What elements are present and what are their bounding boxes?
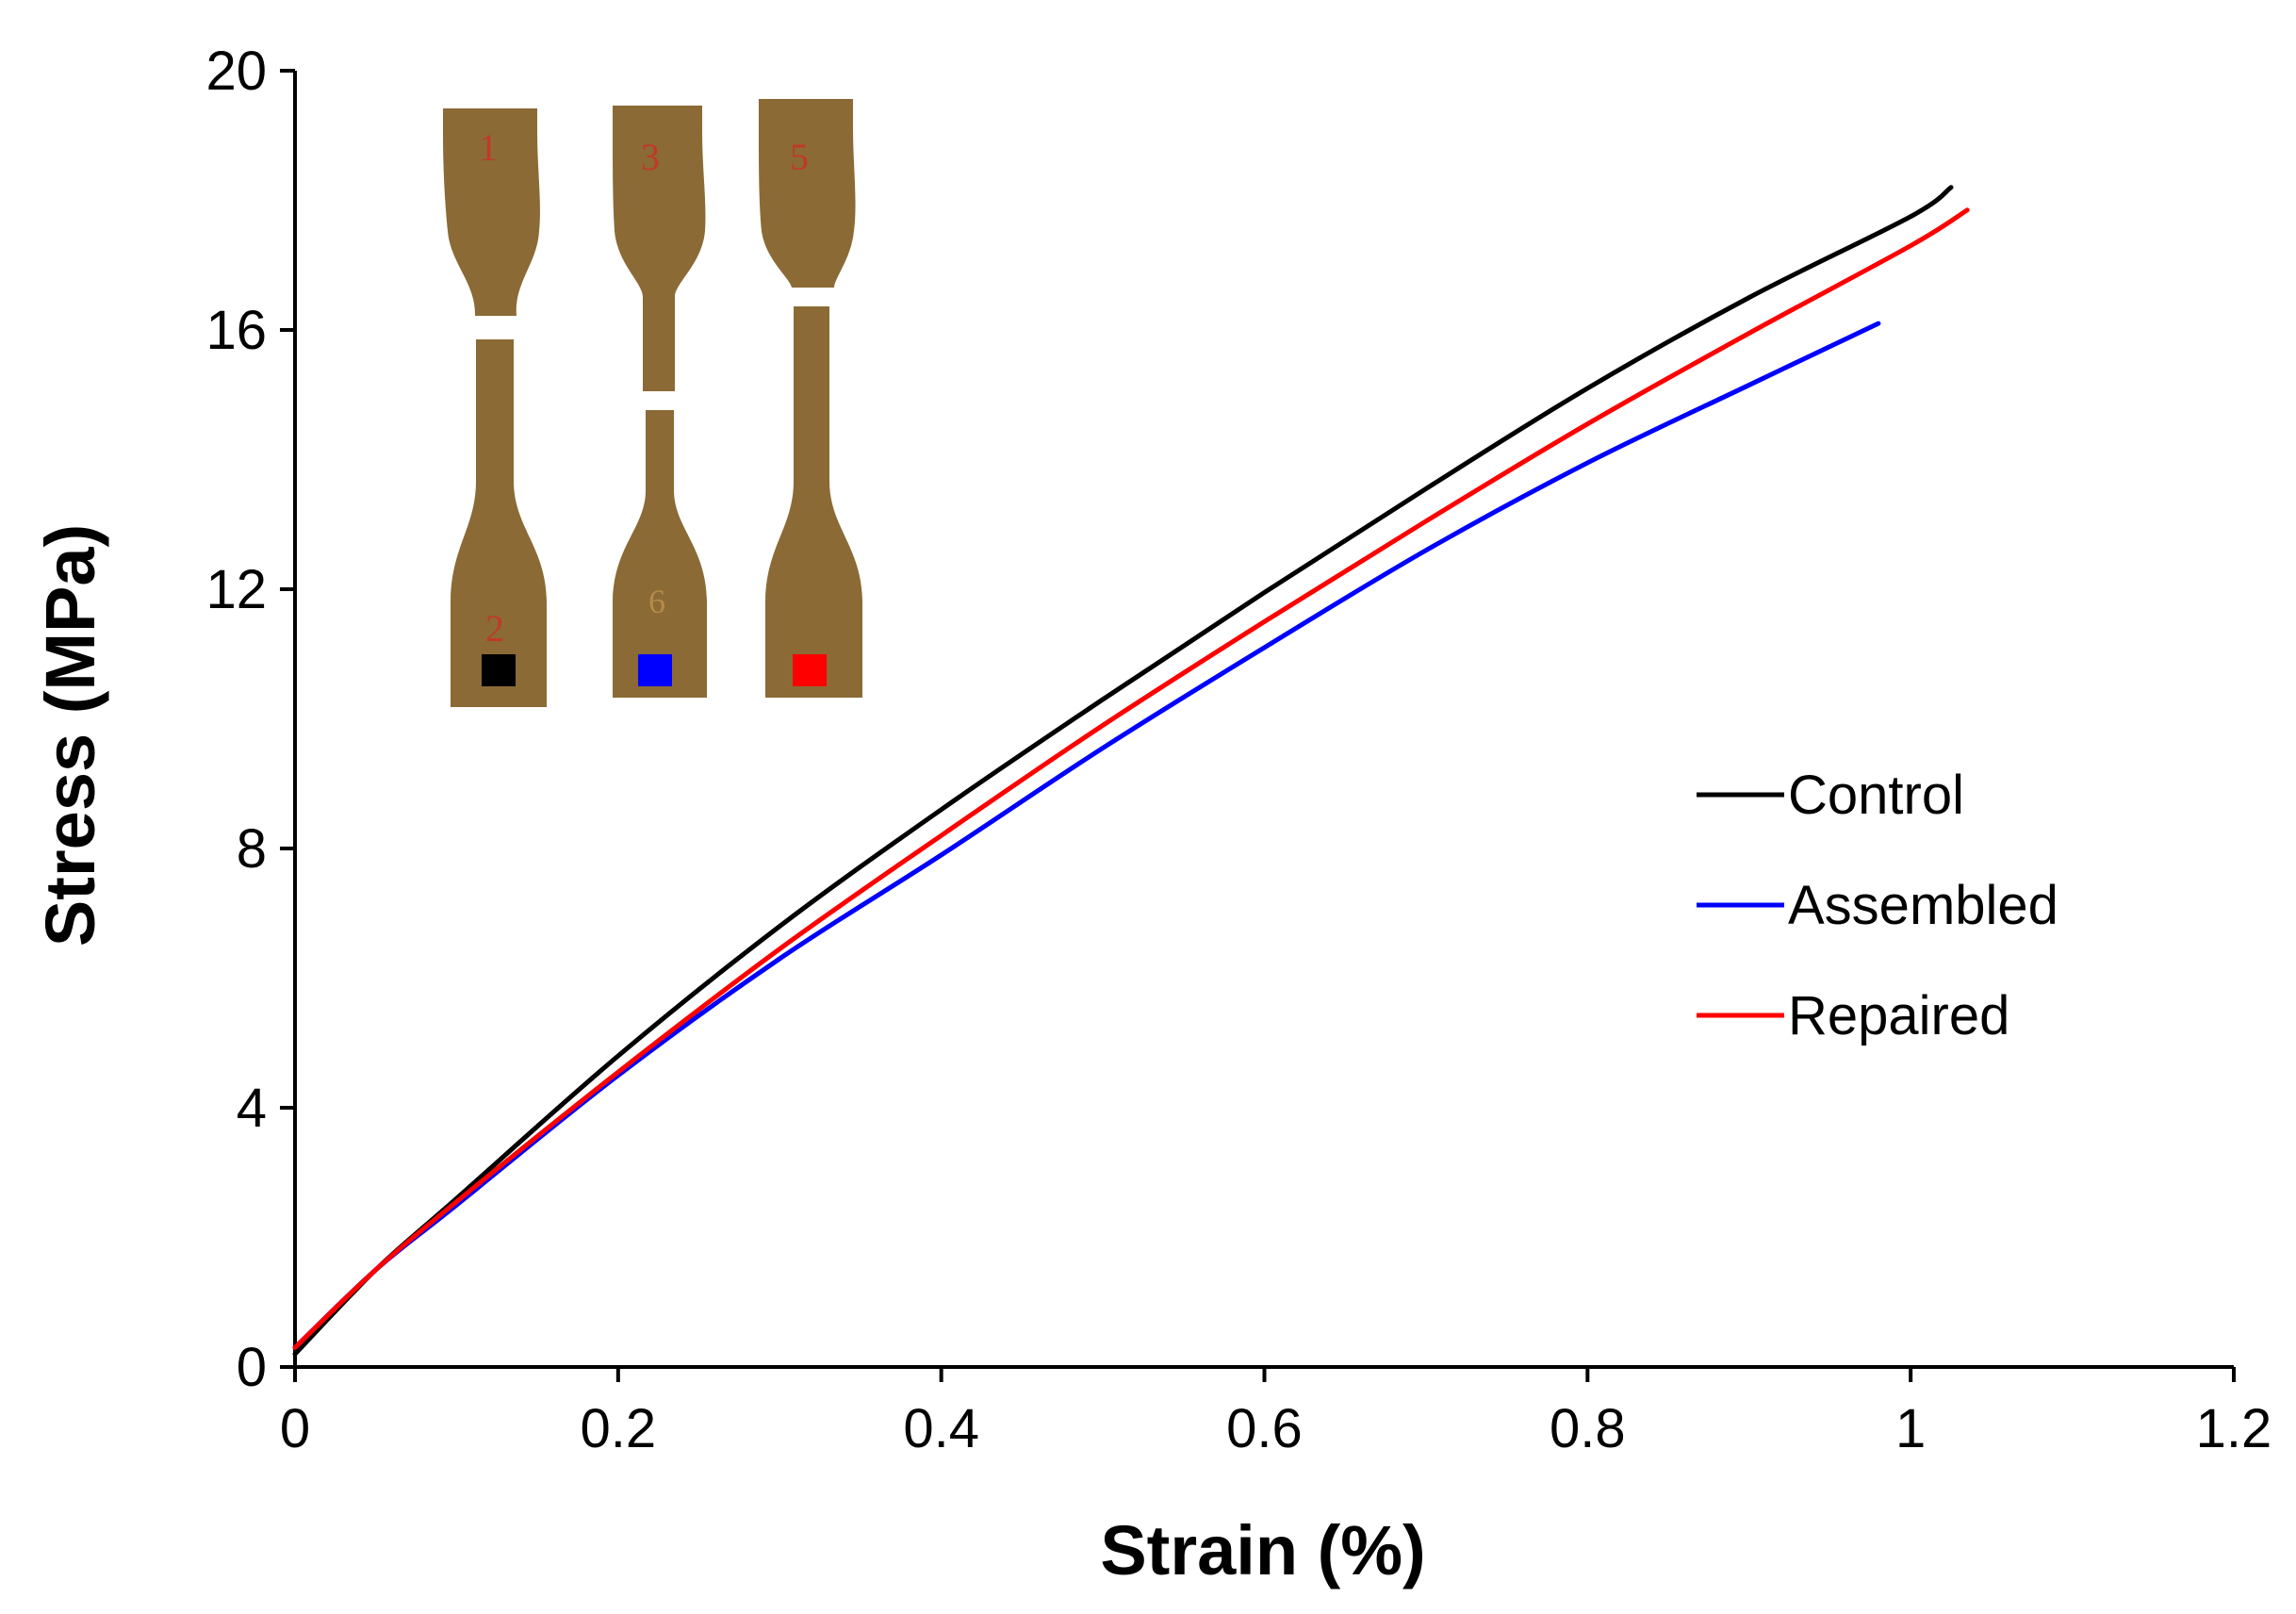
specimen-label-3: 3	[641, 136, 660, 178]
x-tick-label: 0.6	[1226, 1398, 1303, 1459]
y-tick-label: 0	[237, 1337, 267, 1398]
series-line-control	[292, 185, 1954, 1357]
specimen-label-2: 2	[485, 607, 504, 650]
y-tick-label: 12	[205, 559, 267, 620]
y-tick-label: 4	[237, 1078, 267, 1139]
legend-label-control: Control	[1788, 765, 1964, 826]
x-ticks: 0 0.2 0.4 0.6 0.8 1 1.2	[280, 1367, 2271, 1459]
series-line-repaired	[292, 207, 1970, 1350]
x-tick-label: 1	[1895, 1398, 1926, 1459]
specimen-label-5: 5	[790, 136, 809, 178]
x-tick-label: 0.4	[903, 1398, 979, 1459]
y-axis-title: Stress (MPa)	[31, 524, 109, 947]
y-tick-label: 16	[205, 300, 267, 361]
x-tick-label: 0	[280, 1398, 310, 1459]
assembled-color-marker	[638, 654, 672, 686]
y-tick-label: 20	[205, 41, 267, 102]
specimen-repaired-photo: 5	[759, 99, 862, 698]
x-tick-label: 1.2	[2196, 1398, 2272, 1459]
specimen-assembled-photo: 3 6	[613, 106, 707, 698]
specimen-photo-inset: 1 2 3 6 5	[443, 99, 862, 707]
repaired-color-marker	[793, 654, 827, 686]
specimen-label-6: 6	[648, 583, 665, 620]
legend-label-assembled: Assembled	[1788, 875, 2058, 936]
x-tick-label: 0.2	[581, 1398, 657, 1459]
specimen-label-1: 1	[479, 126, 498, 169]
legend: Control Assembled Repaired	[1697, 765, 2058, 1046]
series-line-assembled	[292, 321, 1881, 1350]
specimen-control-photo: 1 2	[443, 108, 547, 707]
x-axis-title: Strain (%)	[1100, 1511, 1425, 1589]
control-color-marker	[482, 654, 516, 686]
legend-label-repaired: Repaired	[1788, 985, 2009, 1046]
axes	[293, 71, 2234, 1369]
series-group	[292, 185, 1970, 1357]
y-ticks: 0 4 8 12 16 20	[205, 41, 295, 1398]
x-tick-label: 0.8	[1550, 1398, 1626, 1459]
y-tick-label: 8	[237, 818, 267, 880]
